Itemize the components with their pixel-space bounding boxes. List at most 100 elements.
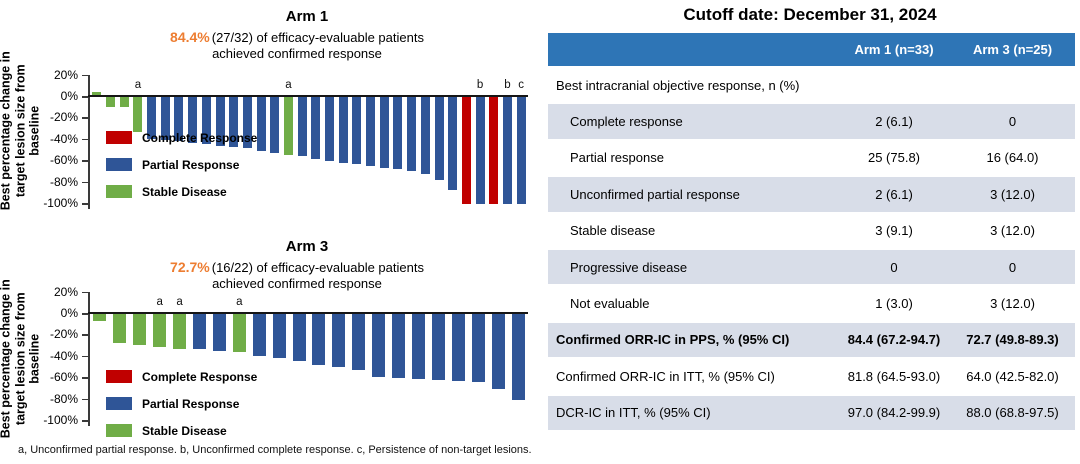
waterfall-bar bbox=[270, 96, 280, 154]
table-row: Unconfirmed partial response 2 (6.1) 3 (12… bbox=[548, 177, 1075, 212]
arm1-waterfall-chart: Arm 1 84.4% (27/32) of efficacy-evaluable… bbox=[0, 4, 545, 230]
legend-item: Complete Response bbox=[106, 369, 258, 384]
y-axis: 20% 0% -20% -40% -60% -80% -100% bbox=[38, 285, 88, 427]
legend-label: Stable Disease bbox=[142, 423, 227, 438]
y-tick-label: -80% bbox=[49, 174, 78, 189]
row-label: Confirmed ORR-IC in ITT, % (95% CI) bbox=[556, 368, 775, 384]
bar-annotation: a bbox=[156, 296, 163, 308]
row-label: Progressive disease bbox=[570, 259, 688, 275]
waterfall-bar bbox=[92, 91, 102, 96]
arm1-value: 84.4 (67.2-94.7) bbox=[847, 332, 941, 348]
waterfall-bar bbox=[332, 313, 346, 367]
arm1-value: 2 (6.1) bbox=[875, 114, 913, 130]
waterfall-bar bbox=[229, 96, 239, 147]
waterfall-bar bbox=[312, 313, 326, 365]
waterfall-bar bbox=[451, 313, 465, 381]
waterfall-bar bbox=[188, 96, 198, 143]
arm3-value: 16 (64.0) bbox=[986, 150, 1039, 166]
waterfall-bar bbox=[106, 96, 116, 108]
legend-label: Partial Response bbox=[142, 396, 240, 411]
waterfall-bar bbox=[212, 313, 226, 351]
table-row: Progressive disease 0 0 bbox=[548, 249, 1075, 285]
waterfall-bar bbox=[431, 313, 445, 380]
y-axis-title-line: target lesion size from bbox=[12, 292, 27, 426]
waterfall-bar bbox=[232, 313, 246, 353]
y-axis: 20% 0% -20% -40% -60% -80% -100% bbox=[38, 68, 88, 210]
y-tick-mark bbox=[82, 181, 88, 184]
table-row: Partial response 25 (75.8) 16 (64.0) bbox=[548, 141, 1075, 175]
row-label: Best intracranial objective response, n … bbox=[556, 77, 800, 93]
waterfall-bar bbox=[392, 313, 406, 378]
waterfall-bar bbox=[372, 313, 386, 377]
waterfall-bar bbox=[352, 313, 366, 371]
legend-label: Complete Response bbox=[142, 130, 258, 145]
bar-annotation: c bbox=[518, 79, 525, 91]
y-tick-label: 0% bbox=[60, 89, 78, 103]
arm3-value: 72.7 (49.8-89.3) bbox=[966, 332, 1059, 348]
response-rate-highlight: 72.7% bbox=[170, 259, 210, 275]
row-label: Stable disease bbox=[570, 223, 656, 239]
table-row: Stable disease 3 (9.1) 3 (12.0) bbox=[548, 214, 1075, 248]
chart-subtitle: 84.4% (27/32) of efficacy-evaluable patie… bbox=[68, 29, 526, 46]
y-tick-label: -20% bbox=[49, 110, 78, 125]
bar-annotation: a bbox=[134, 79, 142, 91]
legend-item: Partial Response bbox=[106, 396, 257, 411]
stable-disease-swatch bbox=[106, 424, 132, 437]
bar-annotation: a bbox=[236, 296, 243, 308]
bar-annotation: a bbox=[285, 79, 292, 91]
partial-response-swatch bbox=[106, 158, 132, 171]
cutoff-date-title: Cutoff date: December 31, 2024 bbox=[683, 5, 937, 24]
arm3-value: 0 bbox=[1008, 259, 1017, 275]
waterfall-bar bbox=[160, 96, 170, 141]
table-header-row: Arm 1 (n=33) Arm 3 (n=25) bbox=[548, 33, 1075, 66]
waterfall-bar bbox=[147, 96, 157, 140]
waterfall-bar bbox=[93, 313, 107, 321]
y-tick-mark bbox=[82, 160, 88, 162]
waterfall-bar bbox=[379, 96, 389, 169]
bar-annotation: a bbox=[176, 296, 183, 308]
y-tick-mark bbox=[82, 398, 88, 401]
waterfall-bar bbox=[420, 96, 430, 174]
table-row: Confirmed ORR-IC in PPS, % (95% CI) 84.4 … bbox=[548, 322, 1075, 358]
waterfall-bar bbox=[119, 96, 129, 108]
y-tick-mark bbox=[82, 420, 88, 422]
arm1-value: 0 bbox=[890, 259, 898, 275]
y-tick-label: -40% bbox=[49, 348, 78, 363]
y-tick-label: 20% bbox=[53, 67, 78, 82]
waterfall-bar bbox=[252, 313, 266, 357]
waterfall-bar bbox=[256, 96, 266, 152]
waterfall-bar bbox=[215, 96, 225, 146]
y-tick-mark bbox=[82, 377, 88, 379]
waterfall-bar bbox=[174, 96, 184, 142]
row-label: Not evaluable bbox=[570, 296, 650, 312]
arm3-value: 3 (12.0) bbox=[990, 186, 1035, 202]
row-label: DCR-IC in ITT, % (95% CI) bbox=[556, 405, 711, 421]
y-tick-label: -100% bbox=[43, 413, 78, 427]
y-tick-mark bbox=[82, 117, 88, 119]
waterfall-bar bbox=[448, 96, 458, 190]
y-tick-mark bbox=[82, 74, 88, 77]
arm3-value: 3 (12.0) bbox=[990, 223, 1035, 239]
waterfall-bar bbox=[297, 96, 307, 157]
waterfall-bar bbox=[475, 96, 485, 204]
chart-subtitle-line2: achieved confirmed response bbox=[212, 276, 382, 291]
row-label: Complete response bbox=[570, 114, 683, 130]
chart-title: Arm 3 bbox=[285, 238, 329, 255]
arm1-plot-area: Complete Response Partial Response Stable … bbox=[88, 75, 528, 209]
arm3-waterfall-chart: Arm 3 72.7% (16/22) of efficacy-evaluable… bbox=[0, 234, 545, 460]
y-axis-title-line: Best percentage change in bbox=[0, 51, 13, 211]
zero-baseline bbox=[88, 312, 528, 314]
arm3-value: 0 bbox=[1008, 114, 1017, 130]
waterfall-bar bbox=[272, 313, 286, 359]
y-tick-label: -60% bbox=[49, 153, 78, 168]
waterfall-bar bbox=[153, 313, 167, 347]
waterfall-bar bbox=[113, 313, 127, 344]
waterfall-bar bbox=[516, 96, 526, 204]
table-body: Best intracranial objective response, n … bbox=[548, 68, 1075, 430]
waterfall-bar bbox=[201, 96, 211, 144]
waterfall-bar bbox=[461, 96, 471, 204]
legend-label: Complete Response bbox=[142, 369, 258, 384]
complete-response-swatch bbox=[106, 131, 132, 144]
y-tick-label: 0% bbox=[60, 306, 78, 320]
